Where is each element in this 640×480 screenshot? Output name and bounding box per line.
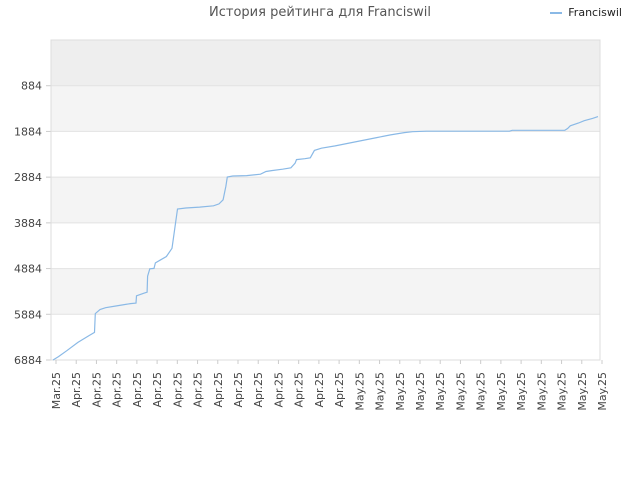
x-tick-label: May.25 (495, 372, 508, 411)
plot-band (51, 131, 600, 178)
x-tick-label: May.25 (535, 372, 548, 411)
x-tick-label: Apr.25 (111, 372, 124, 408)
legend: Franciswil (550, 6, 622, 19)
x-tick-label: Apr.25 (232, 372, 245, 408)
x-tick-label: May.25 (414, 372, 427, 411)
plot-band (51, 314, 600, 360)
x-tick-label: May.25 (434, 372, 447, 411)
x-tick-label: May.25 (394, 372, 407, 411)
x-tick-label: Mar.25 (50, 372, 63, 409)
x-tick-label: May.25 (556, 372, 569, 411)
plot-band (51, 85, 600, 132)
x-tick-label: Apr.25 (70, 372, 83, 408)
plot-band (51, 268, 600, 315)
y-tick-label: 884 (21, 80, 42, 93)
legend-swatch (550, 11, 563, 14)
chart-title: История рейтинга для Franciswil (209, 5, 431, 20)
x-tick-label: Apr.25 (272, 372, 285, 408)
x-tick-label: May.25 (515, 372, 528, 411)
x-tick-label: May.25 (374, 372, 387, 411)
x-tick-label: May.25 (454, 372, 467, 411)
x-tick-label: Apr.25 (212, 372, 225, 408)
plot-frame (50, 39, 601, 361)
plot-band (51, 222, 600, 269)
x-tick-label: May.25 (576, 372, 589, 411)
x-tick-label: Apr.25 (131, 372, 144, 408)
y-tick-label: 2884 (14, 171, 42, 184)
x-tick-label: Apr.25 (333, 372, 346, 408)
series-line-franciswil (52, 116, 599, 361)
x-tick-label: May.25 (596, 372, 609, 411)
legend-label: Franciswil (568, 6, 622, 19)
x-tick-label: Apr.25 (313, 372, 326, 408)
y-tick-label: 6884 (14, 354, 42, 367)
x-tick-label: May.25 (353, 372, 366, 411)
x-tick-label: Apr.25 (252, 372, 265, 408)
x-tick-label: Apr.25 (293, 372, 306, 408)
y-tick-label: 1884 (14, 125, 42, 138)
x-tick-label: Apr.25 (171, 372, 184, 408)
y-tick-label: 4884 (14, 263, 42, 276)
x-tick-label: May.25 (475, 372, 488, 411)
x-tick-label: Apr.25 (151, 372, 164, 408)
x-tick-label: Apr.25 (90, 372, 103, 408)
y-tick-label: 5884 (14, 308, 42, 321)
plot-band (51, 40, 600, 86)
x-tick-label: Apr.25 (192, 372, 205, 408)
y-tick-label: 3884 (14, 217, 42, 230)
plot-band (51, 177, 600, 223)
